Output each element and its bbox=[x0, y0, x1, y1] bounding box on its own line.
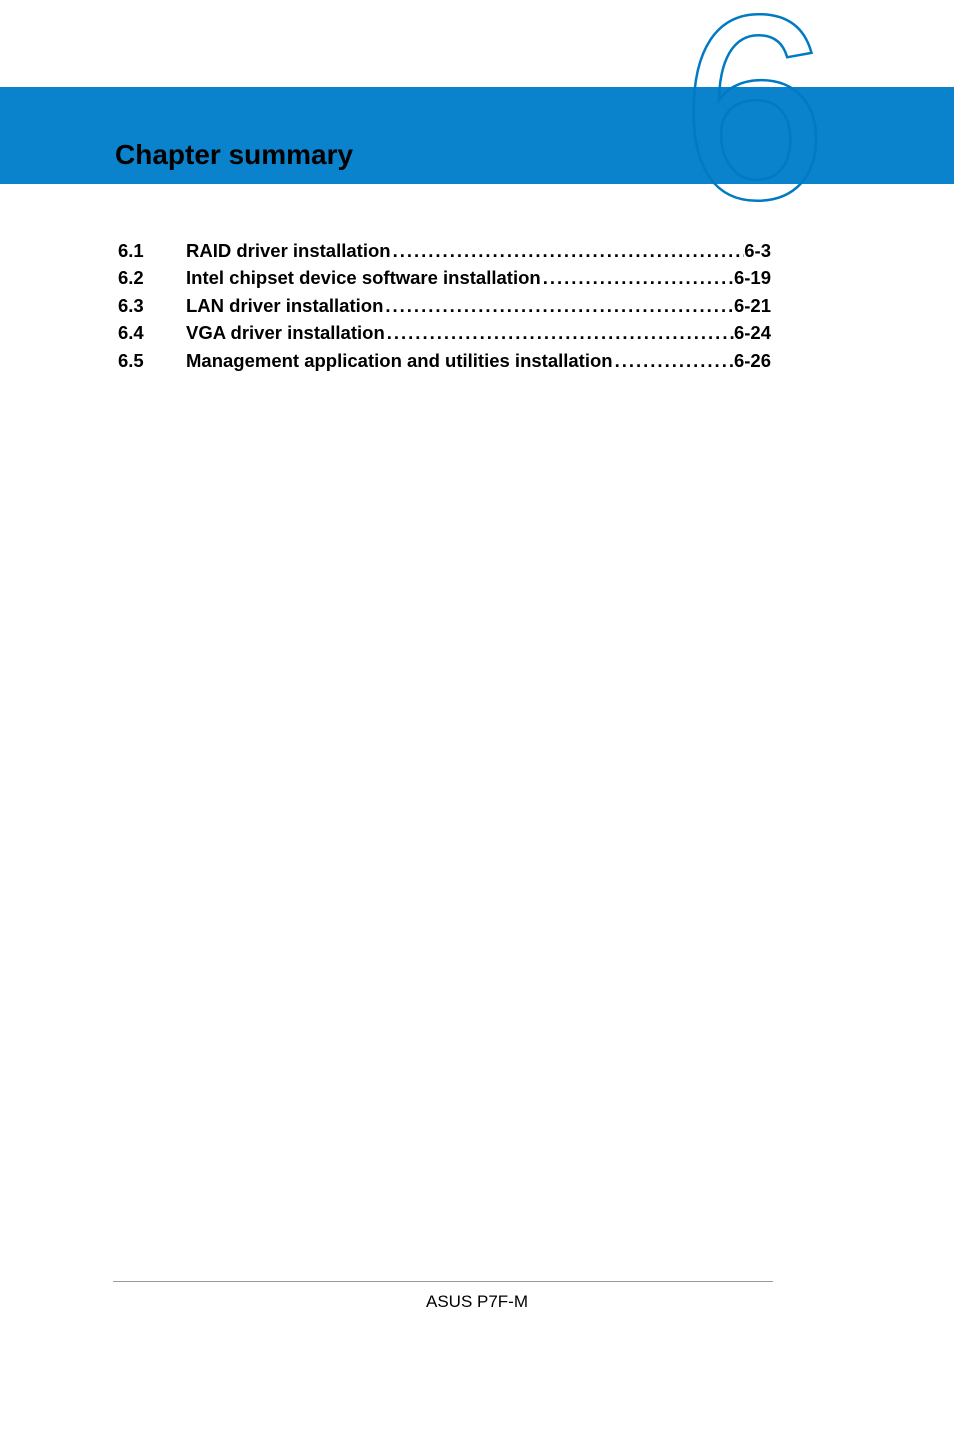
toc-entry: 6.1 RAID driver installation ...........… bbox=[118, 237, 771, 265]
toc-entry-title: VGA driver installation bbox=[186, 324, 385, 343]
toc-entry-number: 6.2 bbox=[118, 269, 186, 288]
toc-entry-page: 6-19 bbox=[734, 269, 771, 288]
toc-leader-dots: ........................................… bbox=[613, 352, 734, 371]
toc-entry-page: 6-24 bbox=[734, 324, 771, 343]
toc-entry: 6.2 Intel chipset device software instal… bbox=[118, 265, 771, 293]
table-of-contents: 6.1 RAID driver installation ...........… bbox=[118, 237, 771, 375]
toc-entry-page: 6-3 bbox=[744, 242, 771, 261]
toc-entry: 6.4 VGA driver installation ............… bbox=[118, 320, 771, 348]
toc-leader-dots: ........................................… bbox=[541, 269, 734, 288]
document-page: Chapter summary 6 6 6.1 RAID driver inst… bbox=[0, 0, 954, 1438]
toc-entry-title: Management application and utilities ins… bbox=[186, 352, 613, 371]
chapter-summary-title: Chapter summary bbox=[115, 139, 353, 171]
toc-leader-dots: ........................................… bbox=[383, 297, 734, 316]
toc-leader-dots: ........................................… bbox=[385, 324, 734, 343]
toc-leader-dots: ........................................… bbox=[391, 242, 745, 261]
toc-entry-number: 6.4 bbox=[118, 324, 186, 343]
footer-rule bbox=[113, 1281, 773, 1282]
toc-entry-number: 6.5 bbox=[118, 352, 186, 371]
toc-entry-page: 6-21 bbox=[734, 297, 771, 316]
toc-entry-number: 6.3 bbox=[118, 297, 186, 316]
toc-entry: 6.5 Management application and utilities… bbox=[118, 347, 771, 375]
toc-entry-page: 6-26 bbox=[734, 352, 771, 371]
footer-product-name: ASUS P7F-M bbox=[0, 1292, 954, 1312]
toc-entry-number: 6.1 bbox=[118, 242, 186, 261]
toc-entry-title: LAN driver installation bbox=[186, 297, 383, 316]
toc-entry-title: Intel chipset device software installati… bbox=[186, 269, 541, 288]
toc-entry-title: RAID driver installation bbox=[186, 242, 391, 261]
toc-entry: 6.3 LAN driver installation ............… bbox=[118, 292, 771, 320]
